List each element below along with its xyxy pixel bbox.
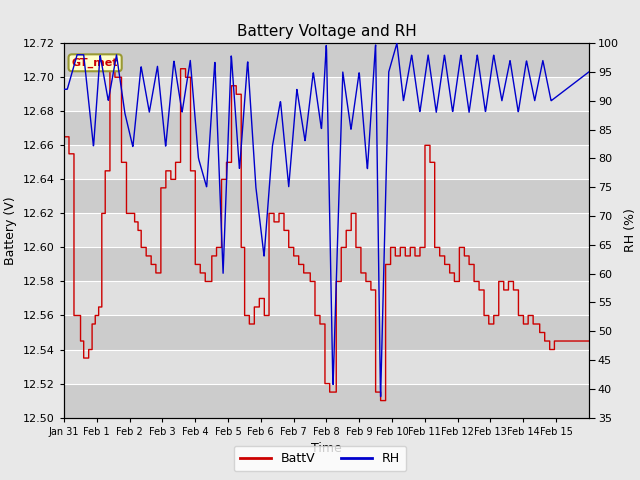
- BattV: [87, 347, 95, 352]
- RH: [585, 69, 593, 75]
- BattV: [301, 270, 309, 276]
- Bar: [64, 77, 589, 111]
- RH: [570, 81, 578, 86]
- BattV: [585, 338, 593, 344]
- Bar: [64, 349, 589, 384]
- Title: Battery Voltage and RH: Battery Voltage and RH: [237, 24, 416, 39]
- Bar: [64, 384, 589, 418]
- RH: [474, 55, 481, 61]
- BattV: [106, 66, 114, 72]
- Bar: [64, 111, 589, 145]
- Bar: [64, 43, 589, 77]
- Line: BattV: BattV: [64, 69, 589, 401]
- BattV: [60, 134, 68, 140]
- Bar: [64, 180, 589, 214]
- Bar: [64, 281, 589, 315]
- BattV: [474, 278, 481, 284]
- RH: [87, 119, 95, 124]
- RH: [316, 110, 323, 116]
- BattV: [570, 338, 578, 344]
- Bar: [64, 247, 589, 281]
- RH: [301, 137, 309, 143]
- RH: [377, 394, 385, 399]
- Line: RH: RH: [64, 43, 589, 396]
- Legend: BattV, RH: BattV, RH: [234, 446, 406, 471]
- RH: [393, 40, 401, 46]
- Bar: [64, 315, 589, 349]
- Text: GT_met: GT_met: [72, 58, 118, 68]
- BattV: [316, 312, 323, 318]
- Bar: [64, 145, 589, 180]
- Bar: [64, 214, 589, 247]
- RH: [570, 80, 578, 86]
- Y-axis label: RH (%): RH (%): [625, 208, 637, 252]
- BattV: [570, 338, 578, 344]
- X-axis label: Time: Time: [311, 442, 342, 455]
- RH: [60, 86, 68, 92]
- BattV: [377, 398, 385, 404]
- Y-axis label: Battery (V): Battery (V): [4, 196, 17, 264]
